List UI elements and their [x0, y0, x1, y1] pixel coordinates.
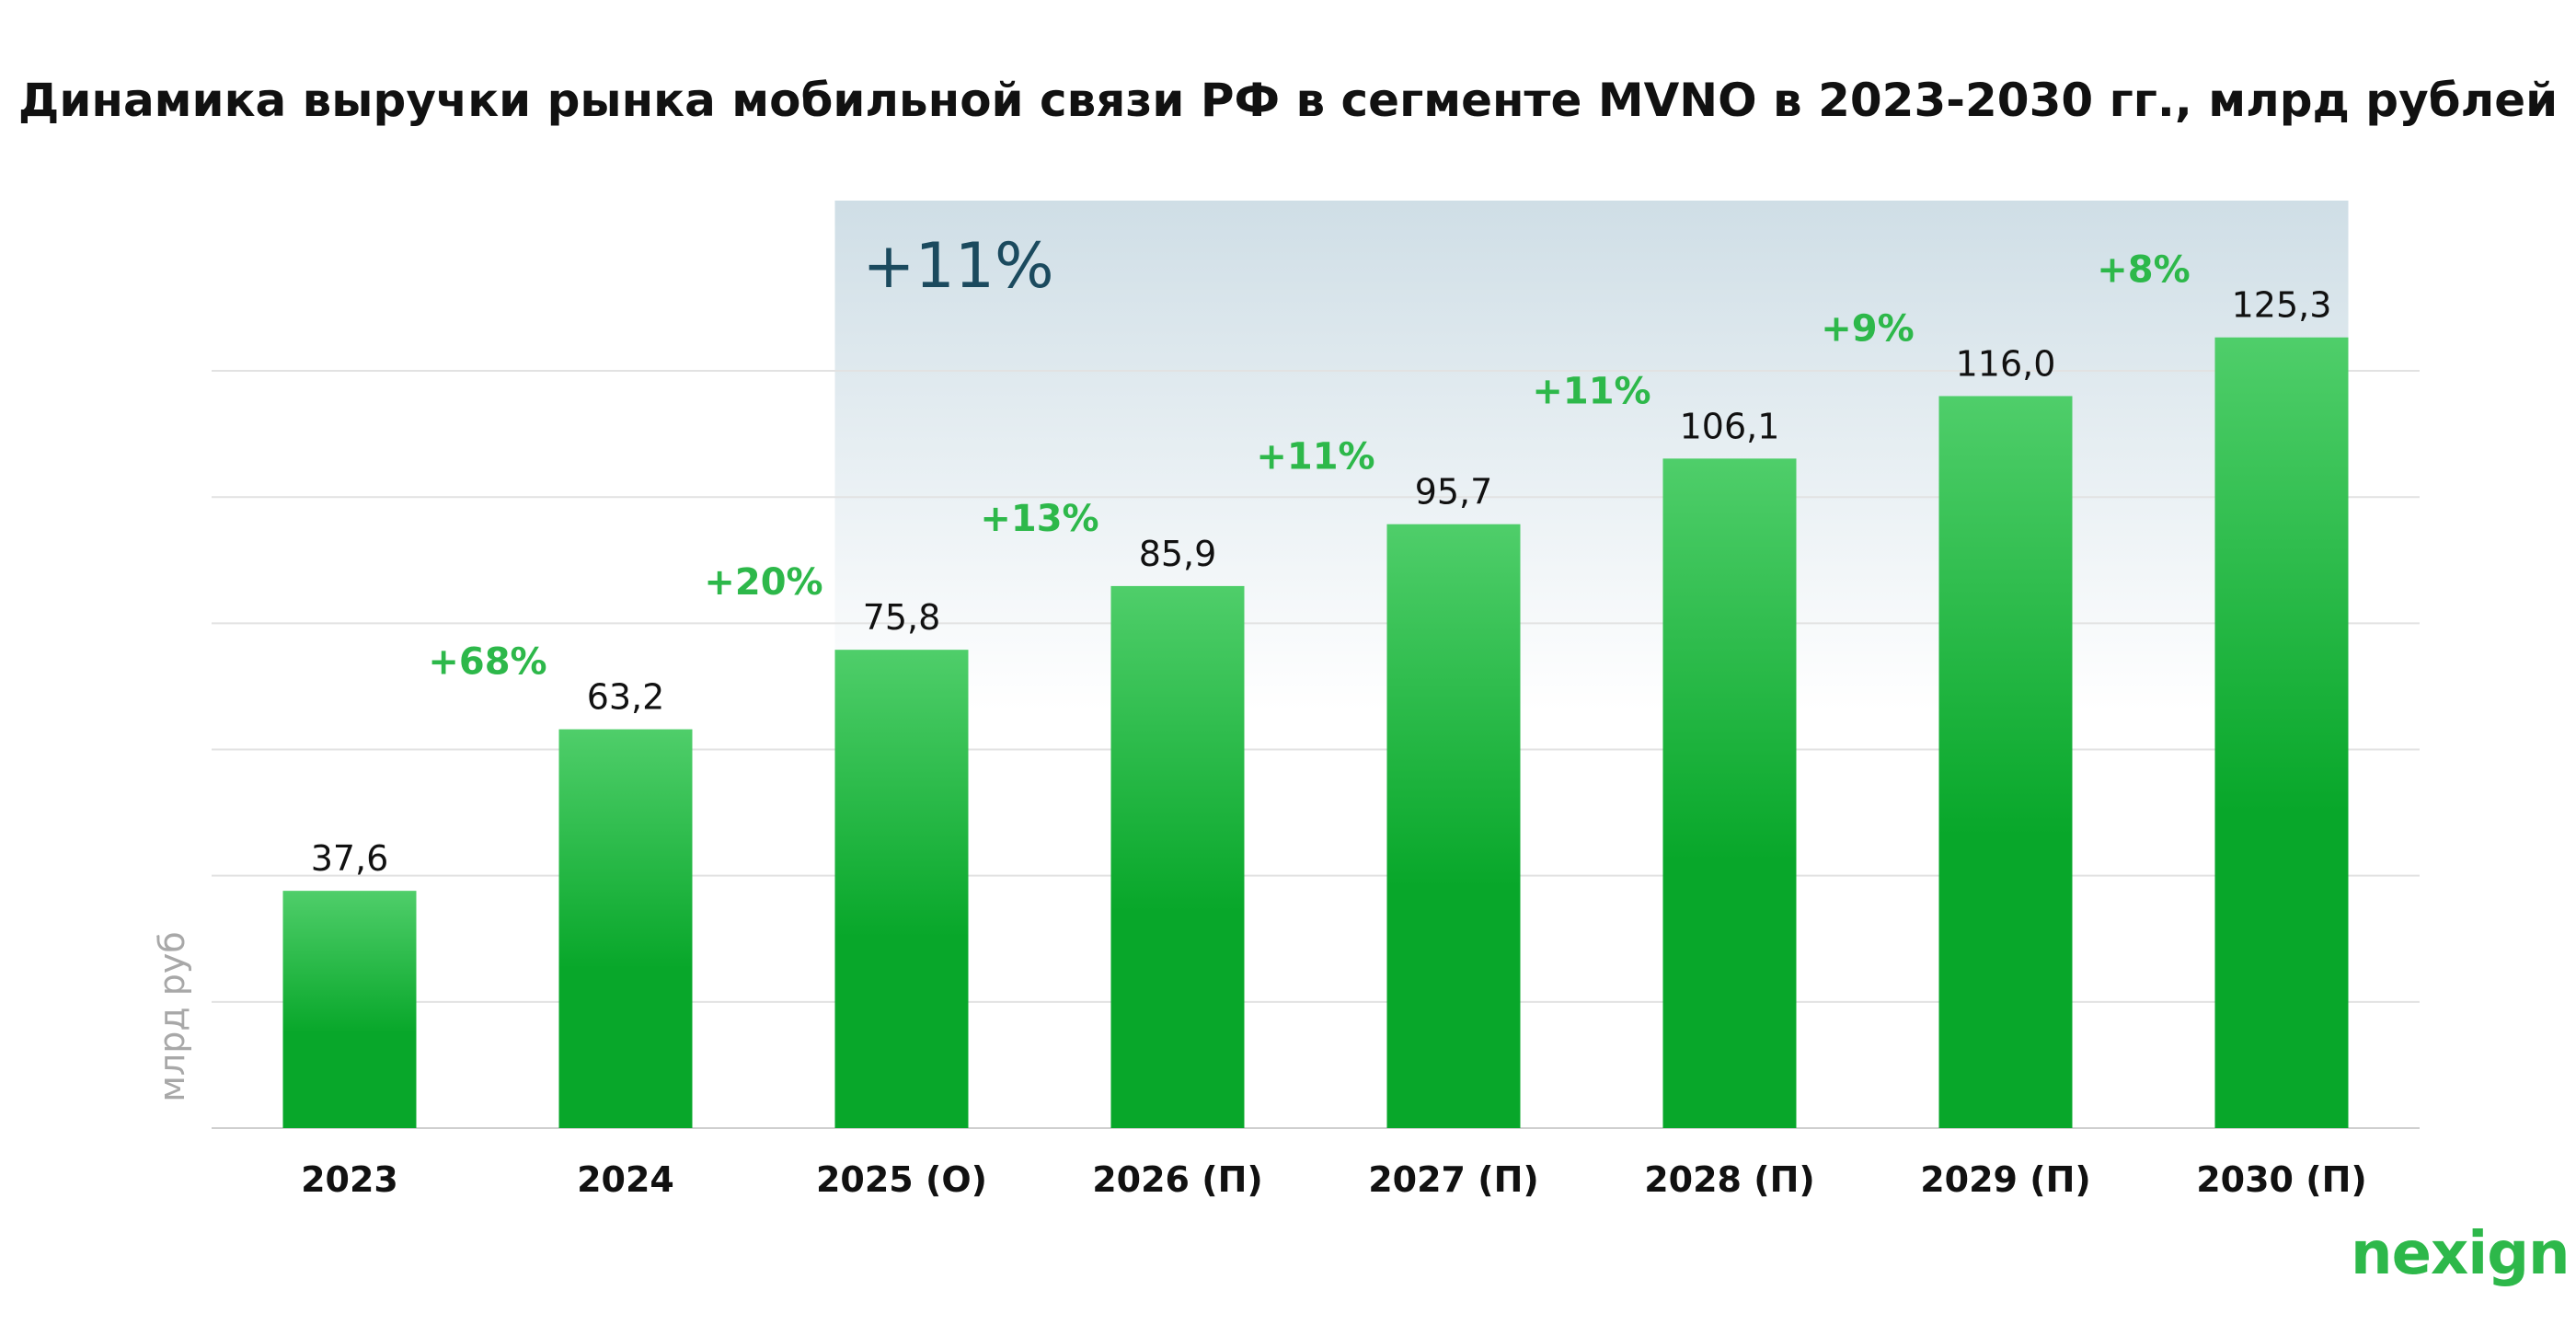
bar: [834, 650, 969, 1128]
growth-labels: +68% +20% +13% +11% +11% +9% +8%: [428, 249, 2190, 684]
bar: [1386, 524, 1521, 1128]
bar-value-label: 85,9: [1139, 534, 1217, 574]
growth-rate-label: +11%: [1256, 436, 1374, 478]
bar: [2214, 337, 2349, 1128]
x-tick-label: 2029 (П): [1920, 1159, 2091, 1200]
x-tick-label: 2025 (О): [816, 1159, 987, 1200]
cagr-highlight-label: +11%: [863, 230, 1054, 303]
growth-rate-label: +20%: [704, 561, 822, 604]
x-tick-label: 2028 (П): [1644, 1159, 1815, 1200]
growth-rate-label: +9%: [1821, 307, 1914, 350]
forecast-highlight-region: [834, 201, 2349, 1128]
x-tick-label: 2030 (П): [2196, 1159, 2367, 1200]
bar: [282, 891, 417, 1128]
bar-value-label: 63,2: [587, 677, 665, 718]
x-tick-label: 2026 (П): [1092, 1159, 1263, 1200]
x-tick-label: 2023: [301, 1159, 398, 1200]
nexign-logo: nexign: [2351, 1220, 2570, 1288]
x-axis-tick-labels: 2023 2024 2025 (О) 2026 (П) 2027 (П) 2028 (П)…: [301, 1159, 2367, 1200]
bar-value-label: 95,7: [1415, 472, 1493, 513]
bar-value-label: 106,1: [1680, 406, 1780, 446]
growth-rate-label: +13%: [980, 498, 1098, 540]
bar: [1662, 458, 1797, 1128]
bar-value-label: 116,0: [1956, 343, 2056, 384]
bar-value-label: 75,8: [863, 597, 941, 638]
bars: [282, 337, 2349, 1128]
bar-value-label: 125,3: [2232, 285, 2332, 326]
bar: [1110, 585, 1245, 1128]
x-tick-label: 2027 (П): [1368, 1159, 1539, 1200]
y-axis-label: млрд руб: [152, 931, 192, 1101]
bar: [1938, 396, 2073, 1128]
bar: [558, 729, 693, 1128]
x-tick-label: 2024: [577, 1159, 674, 1200]
growth-rate-label: +11%: [1532, 370, 1650, 412]
value-labels: 37,6 63,2 75,8 85,9 95,7 106,1 116,0 125,3: [311, 285, 2332, 879]
chart-title: Динамика выручки рынка мобильной связи Р…: [17, 74, 2559, 127]
bar-value-label: 37,6: [311, 838, 389, 879]
growth-rate-label: +8%: [2097, 249, 2190, 292]
growth-rate-label: +68%: [428, 641, 546, 684]
